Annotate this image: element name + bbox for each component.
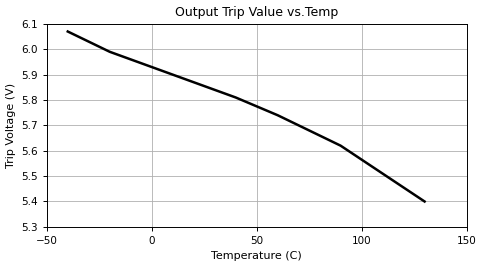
Title: Output Trip Value vs.Temp: Output Trip Value vs.Temp xyxy=(175,6,338,18)
Y-axis label: Trip Voltage (V): Trip Voltage (V) xyxy=(6,83,15,168)
X-axis label: Temperature (C): Temperature (C) xyxy=(211,252,302,261)
